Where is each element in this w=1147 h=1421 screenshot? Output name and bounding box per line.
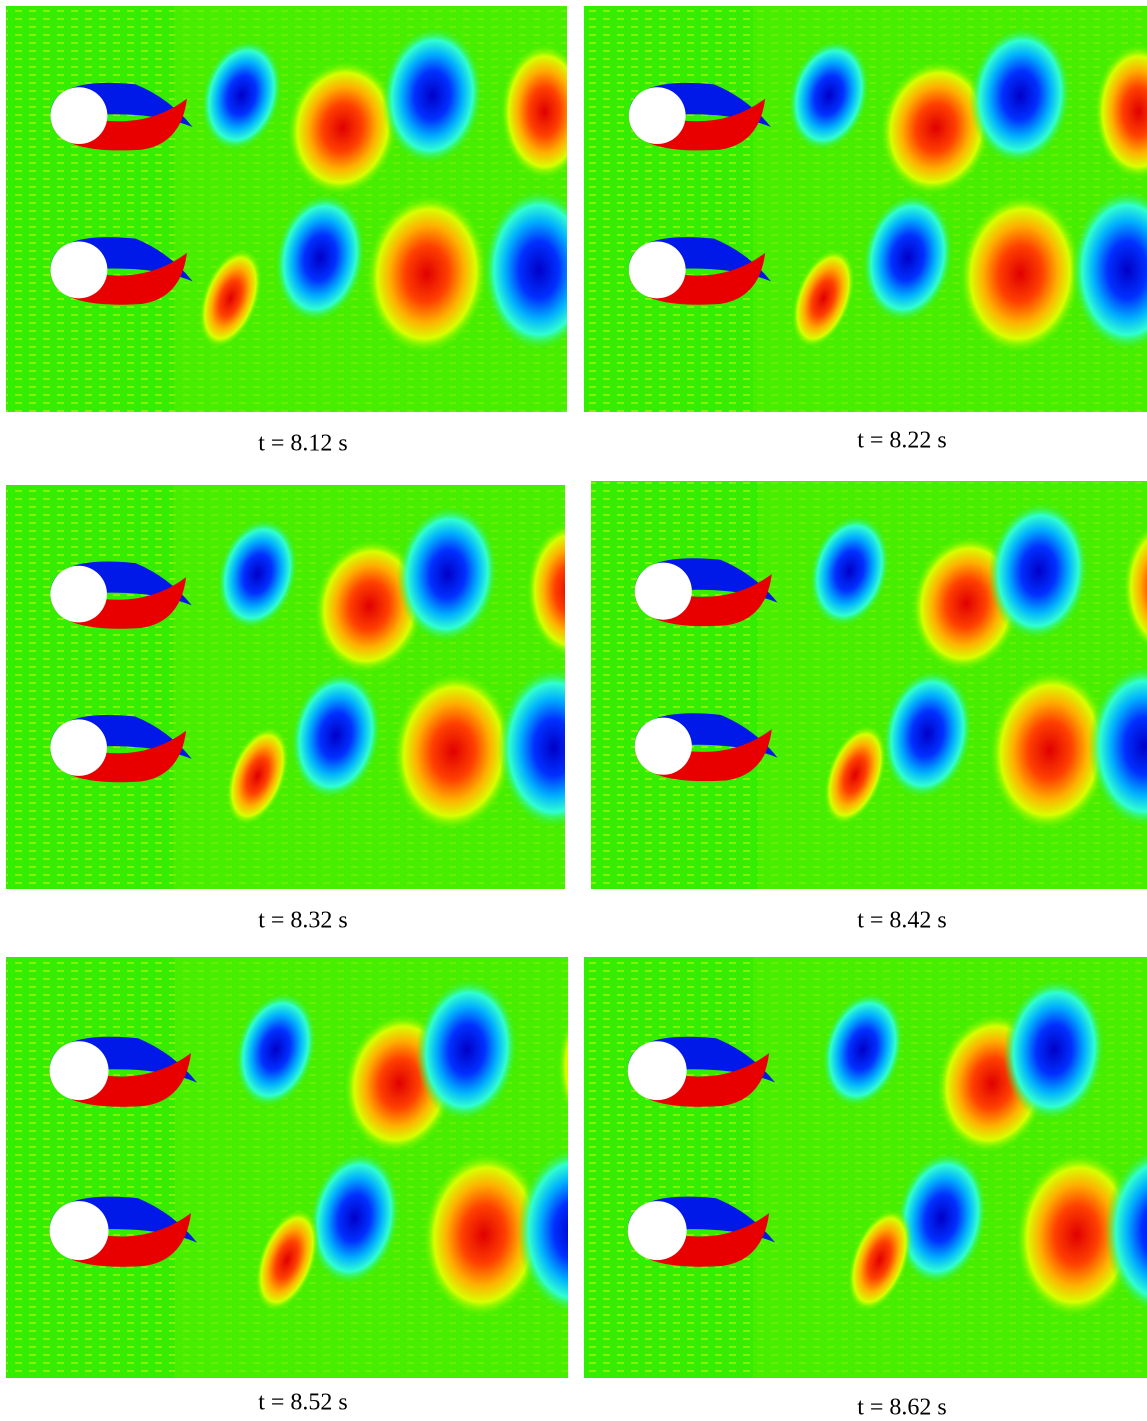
caption: t = 8.42 s [857, 908, 947, 934]
cylinder [50, 565, 107, 623]
blue-vortex [861, 193, 954, 323]
red-vortex [823, 724, 887, 826]
red-vortex [225, 725, 290, 827]
cylinder [628, 87, 686, 145]
blue-vortex [895, 1151, 988, 1285]
cylinder [50, 241, 108, 299]
blue-vortex [397, 505, 499, 643]
blue-vortex [308, 1151, 401, 1285]
red-vortex [254, 1207, 320, 1313]
blue-vortex [1104, 1149, 1147, 1313]
caption: t = 8.22 s [857, 428, 947, 454]
red-vortex [791, 247, 856, 349]
blue-vortex [497, 666, 565, 829]
blue-vortex [1071, 188, 1147, 352]
red-vortex [391, 670, 515, 833]
cylinder [627, 1201, 687, 1261]
blue-vortex [482, 188, 567, 352]
cylinder [634, 562, 692, 620]
cylinder [627, 1041, 687, 1101]
blue-vortex [969, 26, 1072, 165]
caption: t = 8.52 s [258, 1390, 348, 1416]
red-vortex [1093, 42, 1147, 181]
cylinder [49, 1201, 109, 1261]
blue-vortex [1088, 664, 1147, 828]
flow-panel [6, 957, 568, 1378]
red-vortex [421, 1150, 546, 1319]
blue-vortex [274, 193, 366, 323]
blue-vortex [217, 518, 299, 630]
red-vortex [286, 59, 400, 197]
cylinder [50, 719, 107, 776]
cylinder [50, 87, 108, 145]
red-vortex [988, 668, 1112, 832]
blue-vortex [988, 501, 1089, 640]
flow-panel [6, 485, 565, 889]
blue-vortex [788, 39, 870, 152]
blue-vortex [234, 991, 317, 1108]
blue-vortex [200, 39, 283, 152]
blue-vortex [381, 26, 484, 165]
cylinder [628, 241, 686, 299]
flow-panel [591, 481, 1147, 889]
blue-vortex [882, 669, 973, 799]
flow-panel [584, 6, 1147, 412]
blue-vortex [416, 978, 518, 1122]
caption: t = 8.12 s [258, 431, 348, 457]
red-vortex [364, 192, 489, 356]
red-vortex [499, 42, 567, 181]
blue-vortex [1003, 978, 1105, 1122]
caption: t = 8.32 s [258, 908, 348, 934]
flow-panel [6, 6, 567, 412]
caption: t = 8.62 s [857, 1395, 947, 1421]
red-vortex [1121, 524, 1147, 650]
red-vortex [879, 59, 993, 197]
red-vortex [525, 521, 565, 659]
blue-vortex [821, 991, 904, 1108]
cylinder [634, 717, 692, 775]
cylinder [49, 1041, 109, 1101]
red-vortex [1014, 1150, 1139, 1319]
red-vortex [958, 192, 1083, 356]
red-vortex [198, 247, 263, 349]
blue-vortex [290, 671, 382, 800]
blue-vortex [809, 514, 890, 627]
red-vortex [556, 1019, 568, 1114]
flow-panel [584, 957, 1147, 1378]
red-vortex [847, 1207, 912, 1313]
blue-vortex [517, 1146, 568, 1315]
